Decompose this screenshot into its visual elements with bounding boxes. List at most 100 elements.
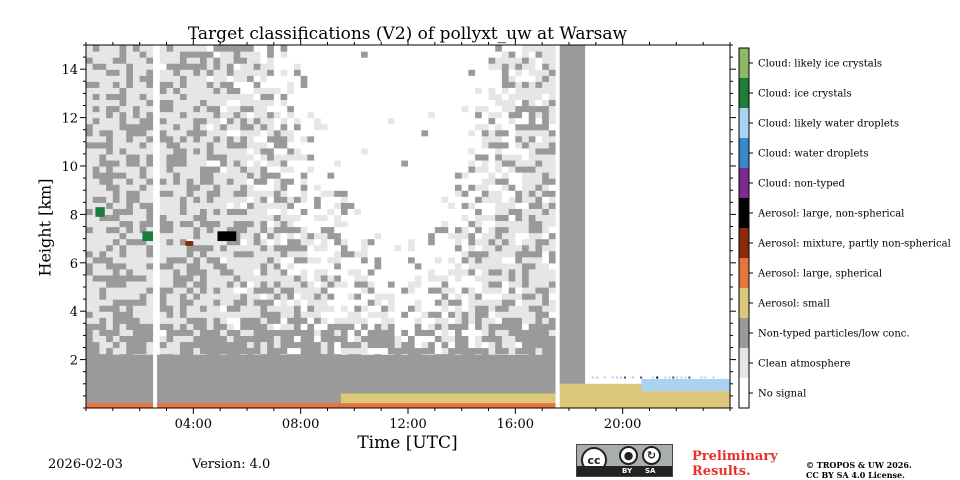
texture-cell xyxy=(448,129,456,137)
texture-cell xyxy=(126,311,134,318)
texture-cell xyxy=(86,81,94,88)
texture-cell xyxy=(206,45,215,52)
texture-cell xyxy=(381,81,389,88)
texture-cell xyxy=(99,93,107,101)
texture-cell xyxy=(347,232,355,240)
texture-cell xyxy=(481,202,490,209)
texture-cell xyxy=(334,305,342,312)
texture-cell xyxy=(461,335,469,343)
texture-cell xyxy=(280,250,288,258)
texture-cell xyxy=(206,123,215,131)
texture-cell xyxy=(515,45,523,52)
texture-cell xyxy=(92,81,101,88)
texture-cell xyxy=(293,244,302,252)
texture-cell xyxy=(327,208,335,215)
texture-cell xyxy=(226,159,235,167)
y-tick-label: 14 xyxy=(61,63,78,78)
texture-cell xyxy=(200,153,208,161)
fringe-cell xyxy=(619,376,622,379)
texture-cell xyxy=(206,214,215,222)
texture-cell xyxy=(307,287,315,294)
texture-cell xyxy=(99,166,107,173)
texture-cell xyxy=(273,172,282,179)
texture-cell xyxy=(119,147,127,155)
texture-cell xyxy=(307,147,315,155)
texture-cell xyxy=(166,153,174,161)
texture-cell xyxy=(260,172,268,179)
texture-cell xyxy=(428,256,436,264)
texture-cell xyxy=(193,93,201,101)
cc-badge-strip xyxy=(577,466,672,476)
texture-cell xyxy=(300,117,308,125)
texture-cell xyxy=(287,250,295,258)
texture-cell xyxy=(293,141,302,149)
texture-cell xyxy=(408,190,416,197)
texture-cell xyxy=(159,63,168,70)
texture-cell xyxy=(213,317,221,324)
texture-cell xyxy=(126,178,134,185)
texture-cell xyxy=(300,81,308,88)
texture-cell xyxy=(86,159,94,167)
texture-cell xyxy=(421,87,429,94)
texture-cell xyxy=(381,317,389,324)
cc-by-sa-badge[interactable]: cc ● ↻ BY SA xyxy=(576,444,673,477)
texture-cell xyxy=(119,250,127,258)
texture-cell xyxy=(132,305,141,312)
texture-cell xyxy=(421,226,429,234)
texture-cell xyxy=(454,232,463,240)
texture-cell xyxy=(327,262,335,270)
texture-cell xyxy=(381,305,389,312)
texture-cell xyxy=(159,93,168,101)
texture-cell xyxy=(542,287,550,294)
texture-cell xyxy=(314,274,322,282)
texture-cell xyxy=(112,347,121,355)
texture-cell xyxy=(173,262,181,270)
texture-cell xyxy=(361,99,369,107)
texture-cell xyxy=(528,69,537,76)
texture-cell xyxy=(374,117,382,125)
texture-cell xyxy=(374,238,382,246)
texture-cell xyxy=(361,287,369,294)
texture-cell xyxy=(374,45,382,52)
texture-cell xyxy=(233,111,241,119)
texture-cell xyxy=(226,75,235,82)
texture-cell xyxy=(408,232,416,240)
texture-cell xyxy=(307,214,315,222)
texture-cell xyxy=(186,166,194,173)
texture-cell xyxy=(421,250,429,258)
texture-cell xyxy=(508,341,516,349)
texture-cell xyxy=(361,81,369,88)
texture-cell xyxy=(361,317,369,324)
texture-cell xyxy=(179,268,188,276)
texture-cell xyxy=(381,190,389,197)
texture-cell xyxy=(92,159,101,167)
texture-cell xyxy=(179,311,188,318)
texture-cell xyxy=(106,141,114,149)
texture-cell xyxy=(374,280,382,288)
texture-cell xyxy=(454,208,463,215)
texture-cell xyxy=(414,75,423,82)
texture-cell xyxy=(334,232,342,240)
texture-cell xyxy=(542,274,550,282)
texture-cell xyxy=(179,69,188,76)
texture-cell xyxy=(515,262,523,270)
legend-swatch xyxy=(739,108,749,138)
texture-cell xyxy=(334,256,342,264)
texture-cell xyxy=(428,93,436,101)
texture-cell xyxy=(233,208,241,215)
texture-cell xyxy=(179,232,188,240)
texture-cell xyxy=(340,202,349,209)
texture-cell xyxy=(361,214,369,222)
texture-cell xyxy=(454,190,463,197)
texture-cell xyxy=(488,51,496,58)
texture-cell xyxy=(408,274,416,282)
texture-cell xyxy=(119,293,127,300)
texture-cell xyxy=(226,51,235,58)
texture-cell xyxy=(421,305,429,312)
texture-cell xyxy=(132,256,141,264)
texture-cell xyxy=(508,190,516,197)
texture-cell xyxy=(86,280,94,288)
texture-cell xyxy=(414,105,423,113)
texture-cell xyxy=(226,268,235,276)
texture-cell xyxy=(92,214,101,222)
